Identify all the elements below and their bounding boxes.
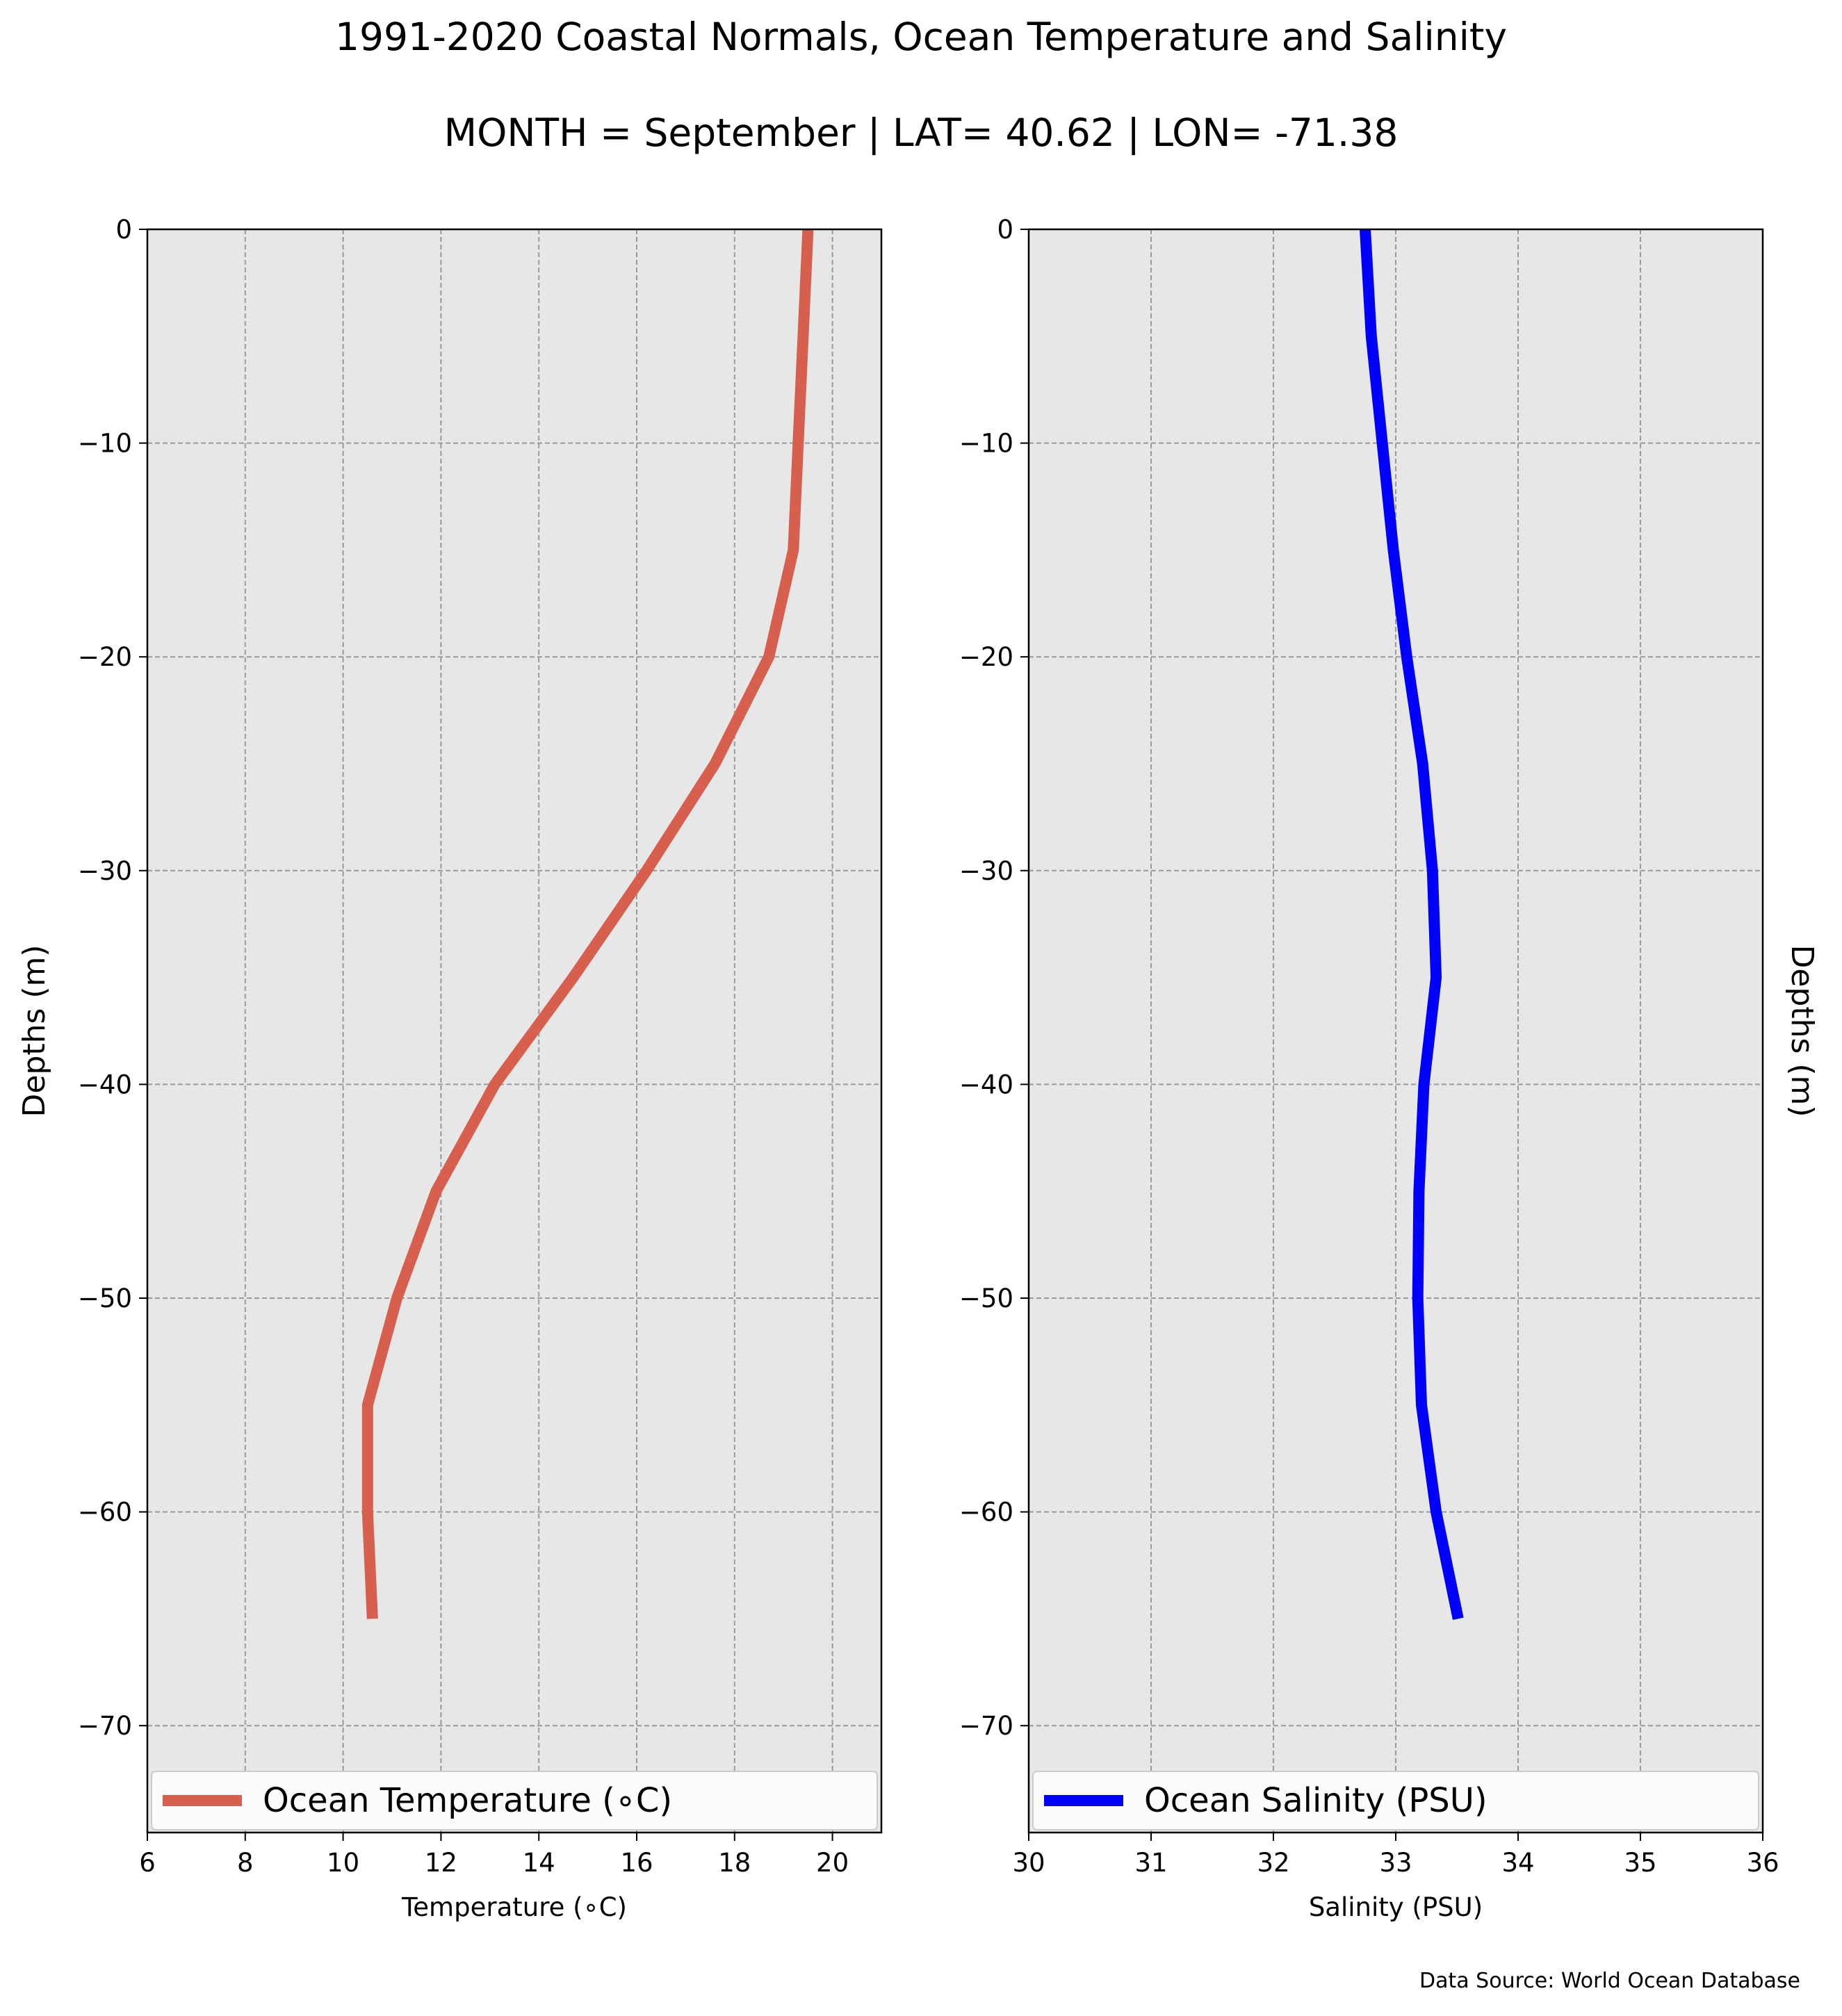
- temperature-y-tick-label: −70: [78, 1711, 132, 1741]
- temperature-x-tick-label: 14: [523, 1848, 555, 1878]
- salinity-y-tick-label: −30: [959, 856, 1013, 886]
- salinity-y-tick-label: −60: [959, 1498, 1013, 1527]
- temperature-y-tick-label: −30: [78, 856, 132, 886]
- salinity-y-tick-label: −70: [959, 1711, 1013, 1741]
- salinity-y-axis-label: Depths (m): [1784, 944, 1820, 1117]
- temperature-x-tick-label: 6: [139, 1848, 156, 1878]
- salinity-x-tick-label: 31: [1134, 1848, 1167, 1878]
- salinity-plot-area: [1029, 229, 1763, 1833]
- temperature-x-tick-label: 8: [237, 1848, 254, 1878]
- temperature-legend-box: [151, 1771, 878, 1830]
- temperature-panel: Ocean Temperature (∘C) 6 8 10 12 14 16 18 20 0 −10…: [17, 215, 883, 1922]
- salinity-y-tick-label: −50: [959, 1284, 1013, 1313]
- salinity-panel: Ocean Salinity (PSU) 30 31 32 33 34 35 36 0 −10 −2…: [959, 215, 1820, 1922]
- temperature-y-tick-label: −20: [78, 642, 132, 672]
- temperature-y-tick-label: −10: [78, 429, 132, 459]
- temperature-x-tick-label: 12: [425, 1848, 457, 1878]
- temperature-series-line: [361, 229, 814, 1619]
- temperature-plot-area: [147, 229, 881, 1833]
- salinity-x-tick-label: 36: [1746, 1848, 1779, 1878]
- salinity-y-tick-label: −20: [959, 642, 1013, 672]
- salinity-y-tick-label: −10: [959, 429, 1013, 459]
- temperature-y-axis-label: Depths (m): [17, 944, 52, 1117]
- salinity-legend-box: [1032, 1771, 1759, 1830]
- salinity-legend-label: Ocean Salinity (PSU): [1144, 1781, 1488, 1820]
- temperature-x-tick-label: 16: [620, 1848, 653, 1878]
- temperature-x-axis-label: Temperature (∘C): [401, 1892, 627, 1922]
- salinity-y-tick-label: −40: [959, 1070, 1013, 1099]
- chart-title: 1991-2020 Coastal Normals, Ocean Tempera…: [335, 15, 1507, 59]
- salinity-series-line: [1360, 229, 1464, 1621]
- temperature-x-tick-label: 20: [816, 1848, 849, 1878]
- temperature-axes-frame: [146, 228, 883, 1834]
- temperature-y-tick-label: −50: [78, 1284, 132, 1313]
- temperature-y-tick-label: 0: [115, 215, 132, 245]
- salinity-x-tick-label: 30: [1012, 1848, 1045, 1878]
- chart-subtitle: MONTH = September | LAT= 40.62 | LON= -7…: [444, 110, 1399, 156]
- data-source-note: Data Source: World Ocean Database: [1419, 1969, 1800, 1993]
- temperature-x-tick-label: 18: [718, 1848, 751, 1878]
- salinity-x-tick-label: 34: [1501, 1848, 1534, 1878]
- temperature-x-tick-label: 10: [327, 1848, 359, 1878]
- salinity-x-tick-label: 35: [1624, 1848, 1656, 1878]
- salinity-x-tick-label: 32: [1257, 1848, 1289, 1878]
- salinity-x-axis-label: Salinity (PSU): [1309, 1892, 1483, 1922]
- temperature-y-tick-label: −40: [78, 1070, 132, 1099]
- salinity-y-tick-label: 0: [997, 215, 1013, 245]
- temperature-legend-label: Ocean Temperature (∘C): [263, 1781, 672, 1820]
- salinity-x-tick-label: 33: [1379, 1848, 1412, 1878]
- temperature-y-tick-label: −60: [78, 1498, 132, 1527]
